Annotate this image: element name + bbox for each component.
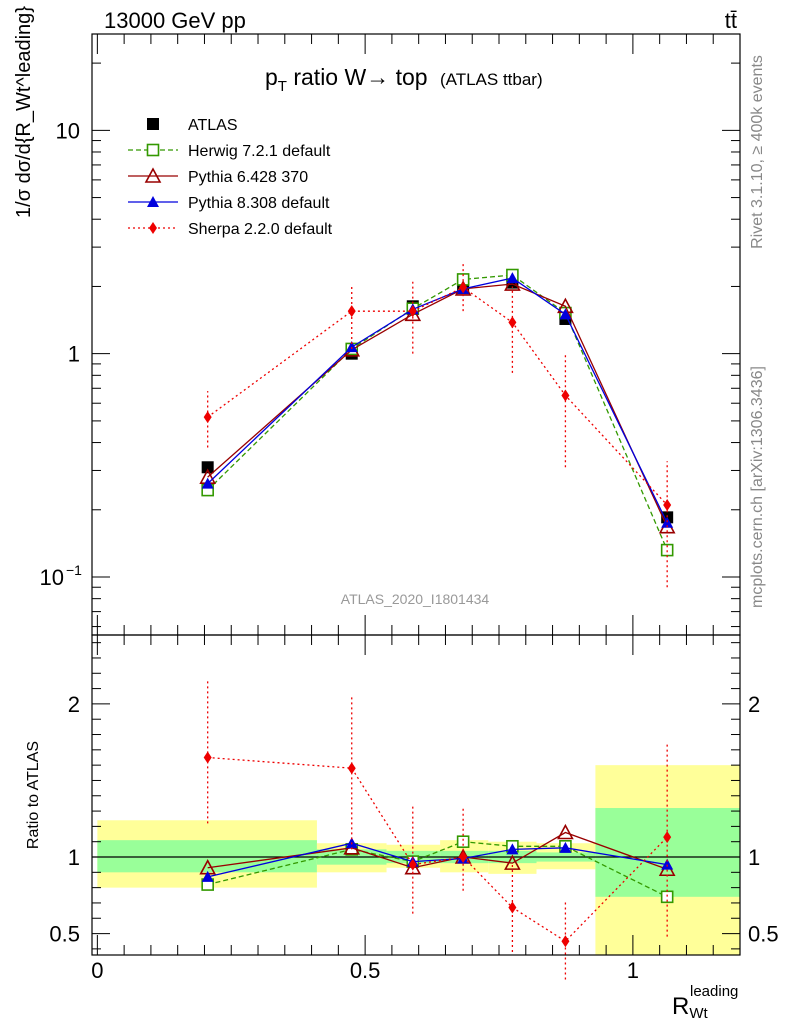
ratio-point-pythia6 xyxy=(404,859,422,875)
legend: ATLAS Herwig 7.2.1 default Pythia 6.428 37… xyxy=(128,117,333,238)
main-point-sherpa xyxy=(663,499,672,512)
y-tick-label-ratio: 2 xyxy=(68,692,80,717)
y-tick-label-main: 10 xyxy=(56,118,80,143)
main-point-sherpa xyxy=(561,389,570,402)
ratio-point-pythia8 xyxy=(201,870,214,882)
legend-label-pythia8: Pythia 8.308 default xyxy=(188,195,330,212)
ratio-point-sherpa xyxy=(459,851,468,864)
main-line-pythia8 xyxy=(207,277,668,524)
y-axis-label-ratio: Ratio to ATLAS xyxy=(25,741,42,849)
ratio-panel-series xyxy=(199,680,676,980)
plot-title-small: (ATLAS ttbar) xyxy=(440,70,543,89)
y-tick-label-ratio: 1 xyxy=(68,845,80,870)
ratio-point-sherpa xyxy=(561,935,570,948)
y-tick-label-ratio-right: 0.5 xyxy=(748,922,779,947)
analysis-watermark: ATLAS_2020_I1801434 xyxy=(341,591,490,607)
ratio-point-pythia8 xyxy=(559,841,572,853)
legend-label-atlas: ATLAS xyxy=(188,117,238,134)
legend-label-pythia6: Pythia 6.428 370 xyxy=(188,169,308,186)
main-point-pythia8 xyxy=(506,272,519,284)
main-point-atlas xyxy=(201,461,214,474)
ratio-point-pythia6 xyxy=(557,823,574,840)
main-line-sherpa xyxy=(207,286,668,506)
main-point-pythia6 xyxy=(504,275,521,291)
plot-title-subscript: T xyxy=(278,78,287,95)
ratio-panel-frame xyxy=(91,634,741,956)
x-axis-label-subscript: Wt xyxy=(689,1005,708,1022)
y-tick-label-ratio-right: 1 xyxy=(748,845,760,870)
ratio-point-pythia6 xyxy=(504,854,521,870)
x-tick-label: 0 xyxy=(91,958,103,983)
ratio-point-pythia8 xyxy=(506,843,519,855)
ratio-point-sherpa xyxy=(508,901,517,914)
y-tick-label-ratio: 0.5 xyxy=(49,922,80,947)
legend-marker-pythia8 xyxy=(147,196,159,207)
main-point-sherpa xyxy=(408,305,417,318)
plot-title-main: p xyxy=(265,64,278,90)
main-point-sherpa xyxy=(347,305,356,318)
main-point-pythia8 xyxy=(201,477,214,489)
main-point-sherpa xyxy=(459,281,468,294)
main-point-pythia8 xyxy=(345,341,358,353)
plot-title: pT ratio W→ top (ATLAS ttbar) xyxy=(265,64,543,95)
legend-marker-herwig xyxy=(146,143,160,157)
ratio-point-sherpa xyxy=(203,751,212,764)
x-axis-label-superscript: leading xyxy=(690,983,738,1000)
y-tick-label-main-exponent: −1 xyxy=(66,562,82,578)
y-tick-label-main: 1 xyxy=(68,342,80,367)
main-point-pythia8 xyxy=(661,516,674,528)
main-point-sherpa xyxy=(508,316,517,329)
x-axis-label: RWt xyxy=(672,993,709,1022)
legend-marker-atlas xyxy=(147,118,159,130)
main-point-pythia8 xyxy=(559,308,572,320)
x-tick-label: 0.5 xyxy=(350,958,381,983)
y-axis-label-main: 1/σ dσ/d{R_Wt^leading} xyxy=(13,6,35,218)
ratio-point-pythia8 xyxy=(661,858,674,870)
y-axis-label-main-text: 1/σ dσ/d{R_Wt^leading} xyxy=(13,6,35,218)
plot-title-rest: ratio W→ top xyxy=(287,64,428,90)
y-tick-label-main: 10 xyxy=(40,565,64,590)
x-tick-label: 1 xyxy=(627,958,639,983)
legend-label-herwig: Herwig 7.2.1 default xyxy=(188,143,331,160)
main-point-sherpa xyxy=(203,411,212,424)
energy-label: 13000 GeV pp xyxy=(104,8,246,33)
legend-marker-pythia6 xyxy=(144,167,162,183)
main-panel-series xyxy=(199,262,676,588)
main-line-herwig xyxy=(207,274,668,551)
rivet-label: Rivet 3.1.10, ≥ 400k events xyxy=(749,55,766,249)
x-axis-label-main: R xyxy=(672,993,689,1020)
ratio-point-herwig xyxy=(456,835,470,848)
ratio-point-sherpa xyxy=(347,762,356,775)
legend-marker-sherpa xyxy=(149,222,157,234)
ratio-point-sherpa xyxy=(408,858,417,871)
process-label: tt̄ xyxy=(725,8,737,33)
y-tick-label-ratio-right: 2 xyxy=(748,692,760,717)
main-line-pythia6 xyxy=(207,283,668,527)
mcplots-label: mcplots.cern.ch [arXiv:1306.3436] xyxy=(749,366,766,608)
legend-label-sherpa: Sherpa 2.2.0 default xyxy=(188,221,333,238)
ratio-point-sherpa xyxy=(663,831,672,844)
